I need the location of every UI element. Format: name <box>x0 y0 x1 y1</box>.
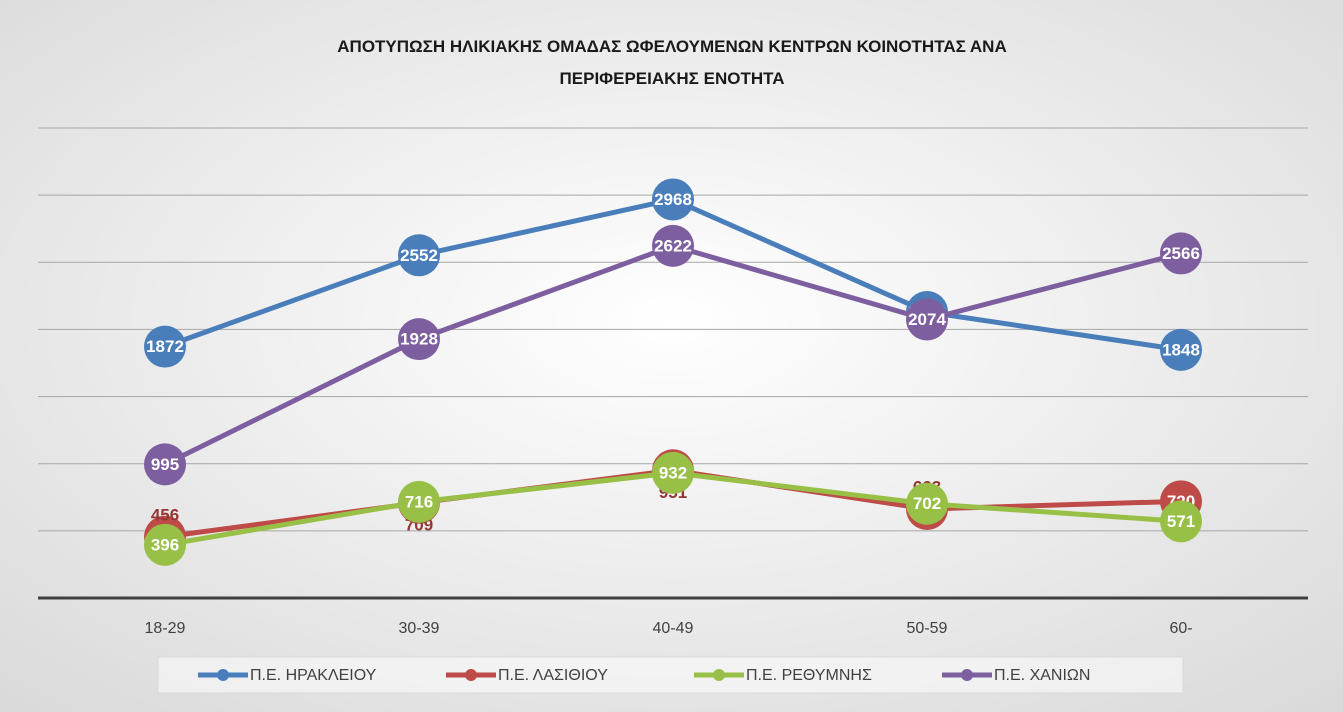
marker <box>1160 232 1202 275</box>
legend-label: Π.Ε. ΧΑΝΙΩΝ <box>994 667 1090 684</box>
chart-title: ΑΠΟΤΥΠΩΣΗ ΗΛΙΚΙΑΚΗΣ ΟΜΑΔΑΣ ΩΦΕΛΟΥΜΕΝΩΝ Κ… <box>337 37 1006 88</box>
marker <box>398 318 440 361</box>
x-tick-label: 50-59 <box>907 620 948 637</box>
legend-marker <box>961 669 973 681</box>
data-label: 571 <box>1167 512 1195 531</box>
data-label: 2566 <box>1162 244 1200 263</box>
marker <box>398 480 440 523</box>
marker <box>1160 328 1202 371</box>
legend-label: Π.Ε. ΛΑΣΙΘΙΟΥ <box>498 667 608 684</box>
legend-label: Π.Ε. ΡΕΘΥΜΝΗΣ <box>746 667 872 684</box>
data-label: 932 <box>659 463 687 482</box>
legend-marker <box>217 669 229 681</box>
x-tick-label: 60- <box>1169 620 1192 637</box>
marker <box>144 443 186 486</box>
data-label: 456 <box>151 505 179 524</box>
data-label: 995 <box>151 455 179 474</box>
data-label: 1928 <box>400 330 438 349</box>
x-tick-label: 40-49 <box>653 620 694 637</box>
x-tick-label: 30-39 <box>399 620 440 637</box>
legend-marker <box>713 669 725 681</box>
data-label: 716 <box>405 492 433 511</box>
marker <box>906 298 948 341</box>
data-label: 1848 <box>1162 340 1200 359</box>
legend-label: Π.Ε. ΗΡΑΚΛΕΙΟΥ <box>250 667 377 684</box>
marker <box>144 325 186 368</box>
data-label: 1872 <box>146 337 184 356</box>
data-label: 2968 <box>654 190 692 209</box>
marker <box>906 482 948 525</box>
data-label: 2622 <box>654 236 692 255</box>
x-tick-label: 18-29 <box>145 620 186 637</box>
marker <box>652 451 694 494</box>
marker <box>652 178 694 221</box>
marker <box>398 234 440 277</box>
data-label: 2552 <box>400 246 438 265</box>
legend-marker <box>465 669 477 681</box>
marker <box>1160 500 1202 543</box>
data-label: 396 <box>151 535 179 554</box>
legend-box <box>157 656 1184 694</box>
data-label: 702 <box>913 494 941 513</box>
marker <box>144 523 186 566</box>
data-label: 2074 <box>908 310 946 329</box>
marker <box>652 224 694 267</box>
